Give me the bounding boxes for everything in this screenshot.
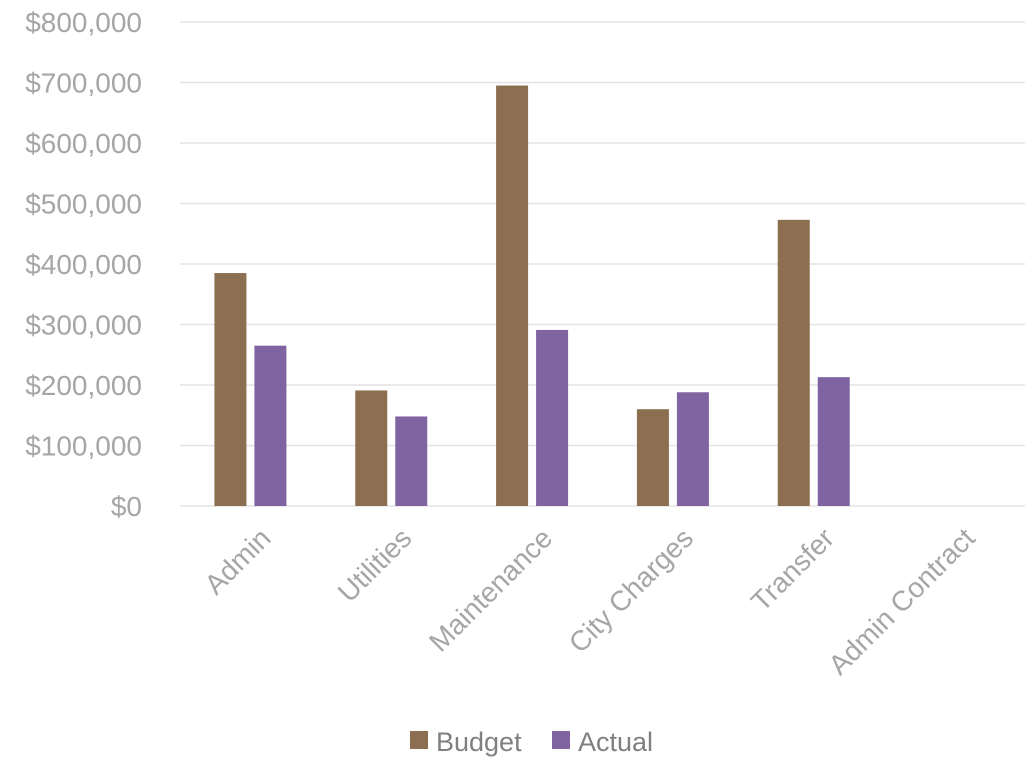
- y-tick-label: $300,000: [25, 310, 142, 341]
- x-tick-label: Admin Contract: [822, 522, 981, 681]
- legend-swatch-budget: [410, 731, 428, 749]
- x-tick-label: Transfer: [745, 522, 840, 617]
- gridlines: [180, 21, 1025, 507]
- y-tick-label: $500,000: [25, 189, 142, 220]
- y-tick-label: $800,000: [25, 7, 142, 38]
- y-tick-label: $0: [111, 491, 142, 522]
- legend-swatch-actual: [552, 731, 570, 749]
- bar-budget-utilities: [355, 390, 388, 506]
- x-axis-tick-labels: Admin Utilities Maintenance City Charges Tra…: [199, 522, 981, 681]
- y-tick-label: $700,000: [25, 68, 142, 99]
- y-tick-label: $400,000: [25, 249, 142, 280]
- bar-budget-city-charges: [636, 409, 669, 506]
- legend-label-actual: Actual: [578, 727, 653, 757]
- bar-budget-admin: [214, 273, 247, 506]
- x-tick-label: Utilities: [332, 522, 418, 608]
- x-tick-label: City Charges: [563, 522, 699, 658]
- bars: [214, 85, 850, 507]
- x-tick-label: Admin: [199, 522, 277, 600]
- y-tick-label: $200,000: [25, 370, 142, 401]
- legend: Budget Actual: [410, 727, 653, 757]
- bar-budget-maintenance: [496, 85, 529, 507]
- legend-label-budget: Budget: [436, 727, 522, 757]
- bar-actual-transfer: [817, 377, 850, 506]
- x-tick-label: Maintenance: [423, 522, 558, 657]
- bar-budget-transfer: [777, 219, 810, 506]
- y-axis-tick-labels: $0 $100,000 $200,000 $300,000 $400,000 $500,0…: [25, 7, 142, 522]
- y-tick-label: $600,000: [25, 128, 142, 159]
- bar-actual-admin: [254, 345, 287, 506]
- y-tick-label: $100,000: [25, 431, 142, 462]
- bar-actual-maintenance: [536, 329, 569, 506]
- bar-actual-city-charges: [676, 392, 709, 506]
- bar-actual-utilities: [395, 416, 428, 506]
